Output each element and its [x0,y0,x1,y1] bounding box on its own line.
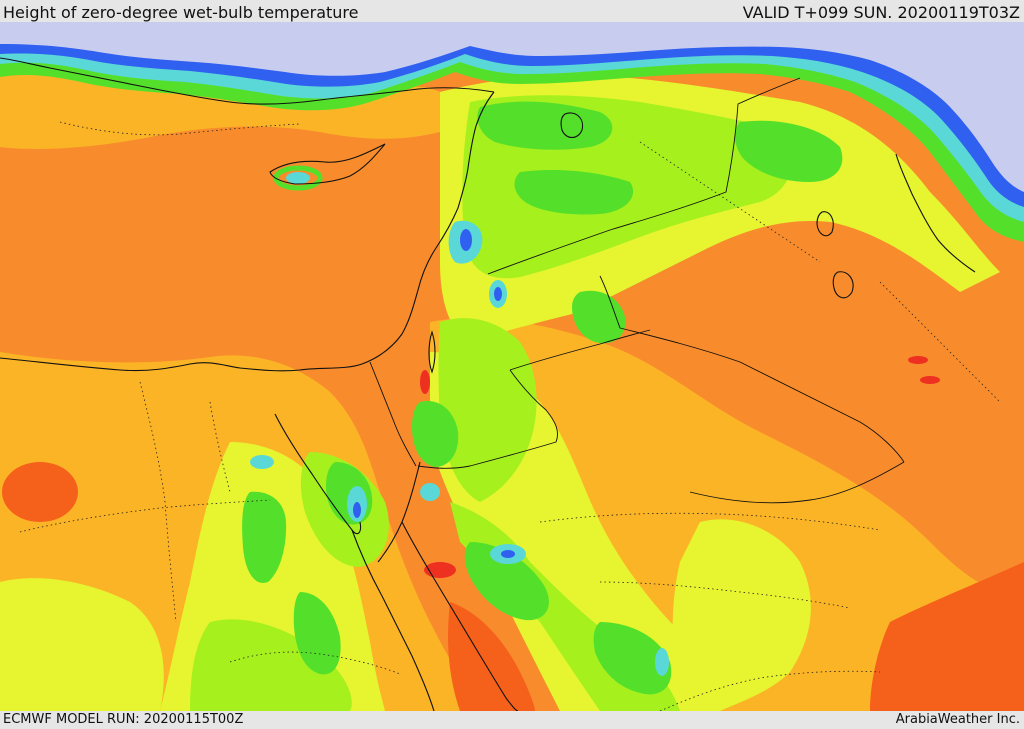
dark-orange-zone-redsea [448,602,535,711]
coastline-red-sea-west [351,529,435,711]
yellow-zone-gulf [672,519,811,711]
cyan-spot-nile [250,455,274,469]
dotted-boundary-iraq [639,141,821,263]
green-zone-north [477,101,613,150]
credit-label: ArabiaWeather Inc. [895,712,1020,727]
coastline-northern-med [0,57,495,105]
border-jordan-saudi [509,329,651,371]
cyan-spot-asir [655,648,669,676]
model-run-label: ECMWF MODEL RUN: 20200115T00Z [3,712,244,727]
green-zone-syria [514,170,634,215]
green-zone-nile [242,491,287,583]
dotted-boundary-saudi-1 [539,512,881,531]
coastline-gulf-of-suez [274,413,362,535]
yellow-zone-southwest [0,578,164,711]
border-egypt-israel [369,361,417,467]
dotted-boundary-yemen [659,670,881,711]
dark-orange-spot-west [2,462,78,522]
coastline-lake [560,112,584,139]
dotted-boundary-saudi-2 [599,581,851,609]
footer-bar: ECMWF MODEL RUN: 20200115T00Z ArabiaWeat… [0,711,1024,729]
coastline-red-sea-east [401,521,519,711]
light-green-zone-jordan [438,318,537,502]
dark-orange-zone-southeast [870,562,1024,711]
coastline-dead-sea [428,330,436,374]
red-spot-gulf [908,356,928,364]
lavender-band-north [0,22,1024,192]
dotted-boundary-sudan [229,651,401,675]
blue-spot-lebanon [460,229,472,251]
cyan-spot-aqaba [420,483,440,501]
green-zone-hejaz-mid [464,542,549,621]
blue-spot-sinai [353,502,361,518]
green-zone-sudan [293,592,341,675]
red-spot-jordan-valley [420,370,430,394]
blue-spot-hejaz [501,550,515,558]
coastlines [0,57,976,711]
weather-map[interactable] [0,22,1024,711]
national-borders [369,77,905,504]
border-iraq-saudi [599,275,905,463]
blue-band-north [0,22,1024,207]
red-spot-coast [424,562,456,578]
coastline-island-2 [816,211,834,237]
valid-time: VALID T+099 SUN. 20200119T03Z [742,3,1020,22]
border-saudi-yemen [689,461,905,504]
header-bar: Height of zero-degree wet-bulb temperatu… [0,0,1024,22]
map-title: Height of zero-degree wet-bulb temperatu… [3,3,359,22]
green-zone-aqaba [412,401,459,467]
coastline-island-1 [832,271,854,299]
dotted-boundary-libya [209,401,231,493]
internal-boundaries [19,121,1001,711]
blue-spot-jordan [494,287,502,301]
wet-bulb-map-svg [0,22,1024,711]
red-spot-gulf-2 [920,376,940,384]
light-green-zone-sudan [190,619,352,711]
coastline-cyprus [269,143,386,185]
cyan-spot-cyprus [286,172,310,184]
dotted-boundary-egypt-2 [19,499,271,533]
lavender-band-northeast [939,22,1024,182]
green-zone-mesopotamia [734,120,843,182]
dotted-boundary-egypt-1 [139,381,177,623]
green-zone-iraq [572,290,626,344]
coastline-mediterranean [0,91,495,372]
dotted-boundary-turkey [59,121,301,136]
coastline-persian-gulf [895,153,976,273]
dotted-boundary-iran [879,281,1001,403]
border-jordan-saudi-south [417,369,558,469]
border-syria-iraq [487,77,801,275]
green-zone-asir [593,622,672,695]
